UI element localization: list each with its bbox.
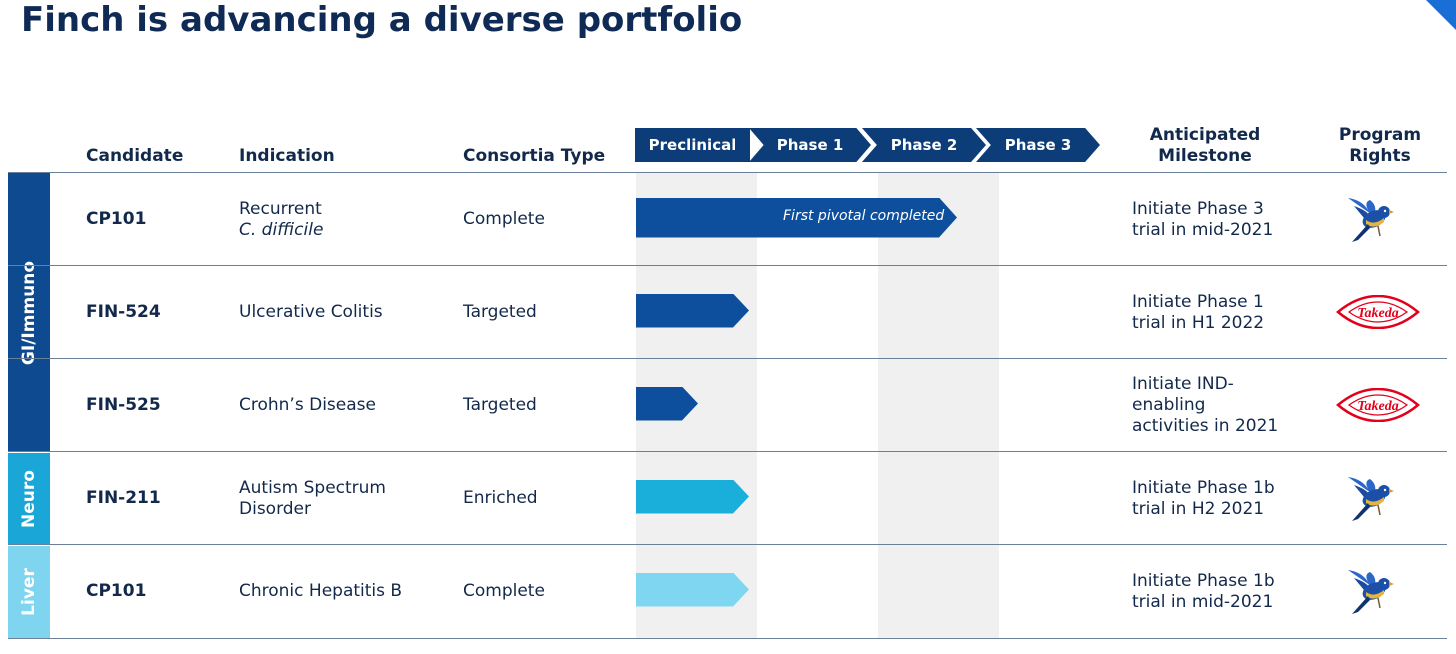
row-divider [8, 265, 1447, 266]
candidate-name: FIN-525 [86, 394, 161, 415]
header-rights-line2: Rights [1349, 146, 1411, 166]
milestone-line: trial in mid-2021 [1132, 219, 1274, 240]
finch-bird-icon [1344, 471, 1394, 527]
svg-text:Takeda: Takeda [1357, 399, 1398, 414]
header-indication: Indication [239, 146, 335, 166]
milestone-line: Initiate Phase 3 [1132, 198, 1264, 219]
phase-label: Phase 1 [776, 136, 844, 154]
consortia-type: Complete [463, 208, 545, 229]
milestone-line: Initiate IND- [1132, 374, 1234, 394]
header-program-rights: Program Rights [1320, 125, 1440, 167]
group-label: Liver [19, 568, 39, 616]
header-rights-line1: Program [1338, 125, 1422, 145]
milestone-line: Initiate Phase 1b [1132, 570, 1275, 591]
phase-header-phase1: Phase 1 [749, 128, 871, 162]
takeda-logo: Takeda [1335, 387, 1421, 426]
row-divider [8, 172, 1447, 173]
milestone-line: activities in 2021 [1132, 416, 1279, 436]
progress-bar [636, 479, 749, 514]
milestone-line: enabling [1132, 395, 1206, 415]
progress-bar [636, 293, 749, 328]
indication-line1: Recurrent [239, 198, 322, 219]
row-divider [8, 638, 1447, 639]
phase-header-phase2: Phase 2 [862, 128, 986, 162]
consortia-type: Targeted [463, 394, 537, 415]
indication-line2: C. difficile [239, 219, 324, 240]
phase-label: Phase 3 [1004, 136, 1072, 154]
row-divider [8, 451, 1447, 452]
phase-label: Phase 2 [890, 136, 958, 154]
consortia-type: Complete [463, 580, 545, 601]
group-label: GI/Immuno [19, 260, 39, 365]
milestone-line: trial in mid-2021 [1132, 591, 1274, 612]
corner-accent [1426, 0, 1456, 30]
group-neuro: Neuro [8, 453, 50, 545]
page-title: Finch is advancing a diverse portfolio [21, 0, 743, 40]
candidate-name: CP101 [86, 208, 147, 229]
indication-line1: Autism Spectrum [239, 477, 386, 498]
phase-label: Preclinical [648, 136, 737, 154]
svg-text:Takeda: Takeda [1357, 306, 1398, 321]
progress-bar [636, 197, 957, 238]
header-consortia-type: Consortia Type [463, 146, 606, 166]
milestone-line: trial in H1 2022 [1132, 312, 1265, 333]
phase-header-phase3: Phase 3 [976, 128, 1100, 162]
indication-line1: Ulcerative Colitis [239, 301, 383, 322]
header-milestone-line2: Milestone [1158, 146, 1252, 166]
milestone-line: Initiate Phase 1b [1132, 477, 1275, 498]
row-divider [8, 544, 1447, 545]
takeda-logo: Takeda [1335, 294, 1421, 333]
candidate-name: FIN-211 [86, 487, 161, 508]
group-label: Neuro [19, 470, 39, 528]
phase-column-bg-phase2 [878, 173, 999, 639]
indication-line1: Crohn’s Disease [239, 394, 376, 415]
header-milestone-line1: Anticipated [1149, 125, 1261, 145]
consortia-type: Enriched [463, 487, 538, 508]
header-candidate: Candidate [86, 146, 184, 166]
finch-bird-icon [1344, 564, 1394, 620]
finch-bird-icon [1344, 192, 1394, 248]
row-divider [8, 358, 1447, 359]
indication-line2: Disorder [239, 498, 312, 519]
group-liver: Liver [8, 546, 50, 638]
candidate-name: FIN-524 [86, 301, 161, 322]
milestone-line: Initiate Phase 1 [1132, 291, 1264, 312]
progress-bar [636, 572, 749, 607]
progress-bar-label: First pivotal completed [783, 207, 945, 224]
group-gi-immuno: GI/Immuno [8, 173, 50, 452]
header-milestone: Anticipated Milestone [1130, 125, 1280, 167]
indication-line1: Chronic Hepatitis B [239, 580, 403, 601]
milestone-line: trial in H2 2021 [1132, 498, 1265, 519]
candidate-name: CP101 [86, 580, 147, 601]
consortia-type: Targeted [463, 301, 537, 322]
phase-header-preclinical: Preclinical [635, 128, 750, 162]
